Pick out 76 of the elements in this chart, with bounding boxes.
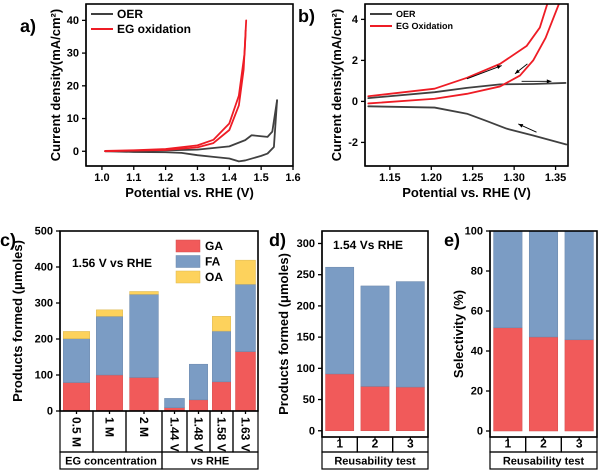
legend-label: EG Oxidation bbox=[396, 21, 454, 32]
text: vs RHE bbox=[190, 455, 230, 468]
y-tick-label: 500 bbox=[34, 226, 53, 238]
x-tick-label: 1 bbox=[504, 436, 512, 451]
y-tick-label: 250 bbox=[296, 269, 315, 282]
y-tick-label: 50 bbox=[302, 394, 315, 406]
y-tick-label: 30 bbox=[66, 48, 79, 60]
y-tick-label: 100 bbox=[464, 226, 483, 238]
y-axis-title: Selectivity (%) bbox=[451, 290, 466, 378]
y-tick-label: 100 bbox=[296, 362, 315, 375]
y-axis-title: Products formed (μmoles) bbox=[276, 253, 291, 415]
y-axis-title: Current density(mA/cm²) bbox=[48, 8, 63, 162]
x-tick-label: 1 M bbox=[102, 417, 116, 438]
x-tick-label: 1.30 bbox=[503, 172, 525, 184]
x-tick-label: 1.20 bbox=[420, 172, 442, 184]
y-tick-label: 0 bbox=[476, 426, 483, 438]
chart-title: e) bbox=[444, 230, 460, 250]
x-axis-title: Potential vs. RHE (V) bbox=[402, 185, 531, 200]
x-tick-label: 1.2 bbox=[158, 172, 174, 184]
x-axis-title: Reusability test bbox=[334, 455, 416, 468]
y-tick-label: -2 bbox=[348, 136, 358, 149]
annotation: 1.54 Vs RHE bbox=[333, 238, 404, 252]
x-tick-label: 1.1 bbox=[126, 172, 142, 184]
chart-title: d) bbox=[269, 230, 286, 250]
legend-label: EG oxidation bbox=[117, 22, 192, 36]
x-tick-label: 1.58 V bbox=[214, 417, 228, 452]
legend-label: OER bbox=[117, 7, 144, 22]
legend-label: FA bbox=[205, 254, 221, 269]
x-tick-label: 1.44 V bbox=[167, 417, 182, 452]
x-tick-label: 1.35 bbox=[544, 172, 566, 184]
x-tick-label: 2 M bbox=[136, 417, 151, 438]
y-tick-label: 0 bbox=[308, 425, 315, 438]
y-tick-label: 10 bbox=[66, 113, 79, 126]
y-tick-label: 20 bbox=[66, 80, 79, 92]
y-tick-label: 2 bbox=[352, 54, 358, 67]
text: EG concentration bbox=[65, 455, 158, 468]
annotation: 1.56 V vs RHE bbox=[72, 256, 152, 270]
legend-label: OA bbox=[205, 270, 224, 284]
y-tick-label: 0 bbox=[46, 406, 53, 418]
x-tick-label: 2 bbox=[540, 436, 548, 451]
x-tick-label: 1.3 bbox=[190, 172, 206, 184]
y-tick-label: 200 bbox=[34, 334, 53, 346]
y-tick-label: 400 bbox=[34, 262, 53, 274]
x-tick-label: 1.5 bbox=[254, 172, 269, 184]
x-tick-label: 3 bbox=[576, 436, 583, 451]
y-tick-label: 300 bbox=[296, 238, 315, 250]
y-tick-label: 4 bbox=[352, 14, 359, 26]
y-tick-label: 40 bbox=[470, 346, 483, 358]
x-tick-label: 1.63 V bbox=[238, 417, 252, 452]
y-tick-label: 40 bbox=[66, 14, 79, 27]
x-tick-label: 3 bbox=[406, 436, 414, 451]
text: a) bbox=[20, 16, 36, 36]
x-axis-title: Potential vs. RHE (V) bbox=[125, 185, 254, 200]
y-tick-label: 80 bbox=[470, 266, 483, 278]
y-tick-label: 0 bbox=[72, 146, 79, 158]
x-tick-label: 1.25 bbox=[462, 172, 484, 184]
y-tick-label: 20 bbox=[470, 386, 483, 398]
x-tick-label: 1.6 bbox=[285, 172, 301, 184]
legend-label: OER bbox=[396, 9, 416, 20]
x-tick-label: 1.48 V bbox=[191, 417, 206, 452]
x-tick-label: 1.4 bbox=[222, 172, 238, 184]
y-tick-label: 300 bbox=[34, 298, 53, 310]
x-tick-label: 1.0 bbox=[94, 172, 110, 184]
x-tick-label: 1.15 bbox=[379, 172, 401, 184]
chart-title: b) bbox=[298, 6, 315, 26]
x-tick-label: 0.5 M bbox=[69, 417, 84, 448]
y-tick-label: 60 bbox=[470, 306, 483, 318]
legend-label: GA bbox=[205, 239, 224, 254]
x-tick-label: 1 bbox=[336, 436, 344, 451]
x-tick-label: 2 bbox=[372, 436, 379, 451]
y-tick-label: 0 bbox=[352, 96, 358, 108]
y-axis-title: Current density(mA/cm²) bbox=[329, 8, 344, 162]
y-tick-label: 200 bbox=[296, 300, 315, 312]
x-axis-title: Reusability test bbox=[502, 455, 584, 468]
y-tick-label: 100 bbox=[34, 370, 53, 382]
y-tick-label: 150 bbox=[296, 332, 315, 344]
